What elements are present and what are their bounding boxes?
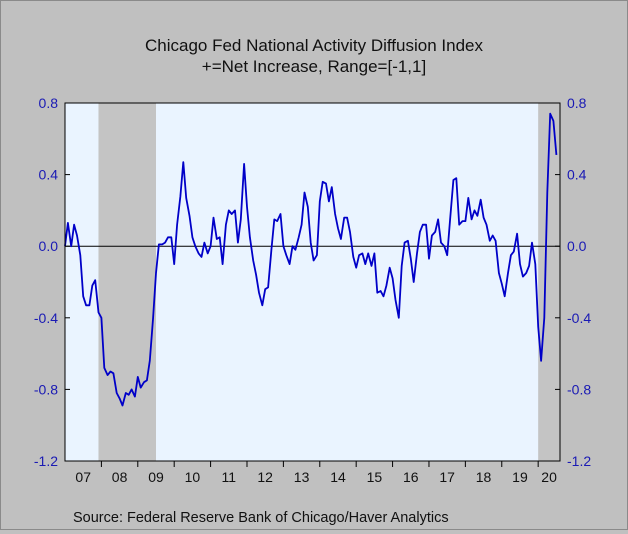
y-axis-left: 0.8 0.4 0.0 -0.4 -0.8 -1.2 [34,95,70,469]
x-tick-label: 14 [330,469,346,485]
plot-border [64,102,561,462]
series-layer [64,112,558,407]
source-note: Source: Federal Reserve Bank of Chicago/… [73,510,449,526]
x-tick-label: 10 [185,469,201,485]
y-axis-right: 0.8 0.4 0.0 -0.4 -0.8 -1.2 [555,95,591,469]
y-tick-label-right: 0.4 [567,167,587,183]
series-line-0 [64,112,558,407]
recession-band-1 [538,103,560,461]
chart-subtitle: +=Net Increase, Range=[-1,1] [202,57,426,76]
y-tick-label-right: -0.4 [567,310,591,326]
x-tick-label: 19 [512,469,528,485]
x-tick-label: 18 [476,469,492,485]
y-tick-label-left: -1.2 [34,453,58,469]
y-tick-label-left: 0.0 [39,238,59,254]
x-tick-label: 13 [294,469,310,485]
y-tick-label-left: -0.4 [34,310,58,326]
x-tick-label: 15 [367,469,383,485]
y-tick-label-right: -0.8 [567,381,591,397]
y-tick-label-right: -1.2 [567,453,591,469]
y-tick-label-left: 0.8 [39,95,59,111]
y-tick-label-right: 0.8 [567,95,587,111]
x-tick-label: 08 [112,469,128,485]
x-tick-label: 07 [75,469,91,485]
y-tick-label-right: 0.0 [567,238,587,254]
x-tick-label: 09 [148,469,164,485]
recession-band-0 [98,103,156,461]
x-tick-label: 12 [257,469,273,485]
x-tick-label: 17 [439,469,455,485]
chart-title: Chicago Fed National Activity Diffusion … [145,36,483,55]
y-tick-label-left: 0.4 [39,167,59,183]
x-axis: 07 08 09 10 11 12 13 14 15 16 17 18 19 20 [75,461,557,485]
x-tick-label: 16 [403,469,419,485]
y-tick-label-left: -0.8 [34,381,58,397]
x-tick-label: 11 [222,469,237,485]
x-tick-label: 20 [541,469,557,485]
recession-shading [98,103,560,461]
